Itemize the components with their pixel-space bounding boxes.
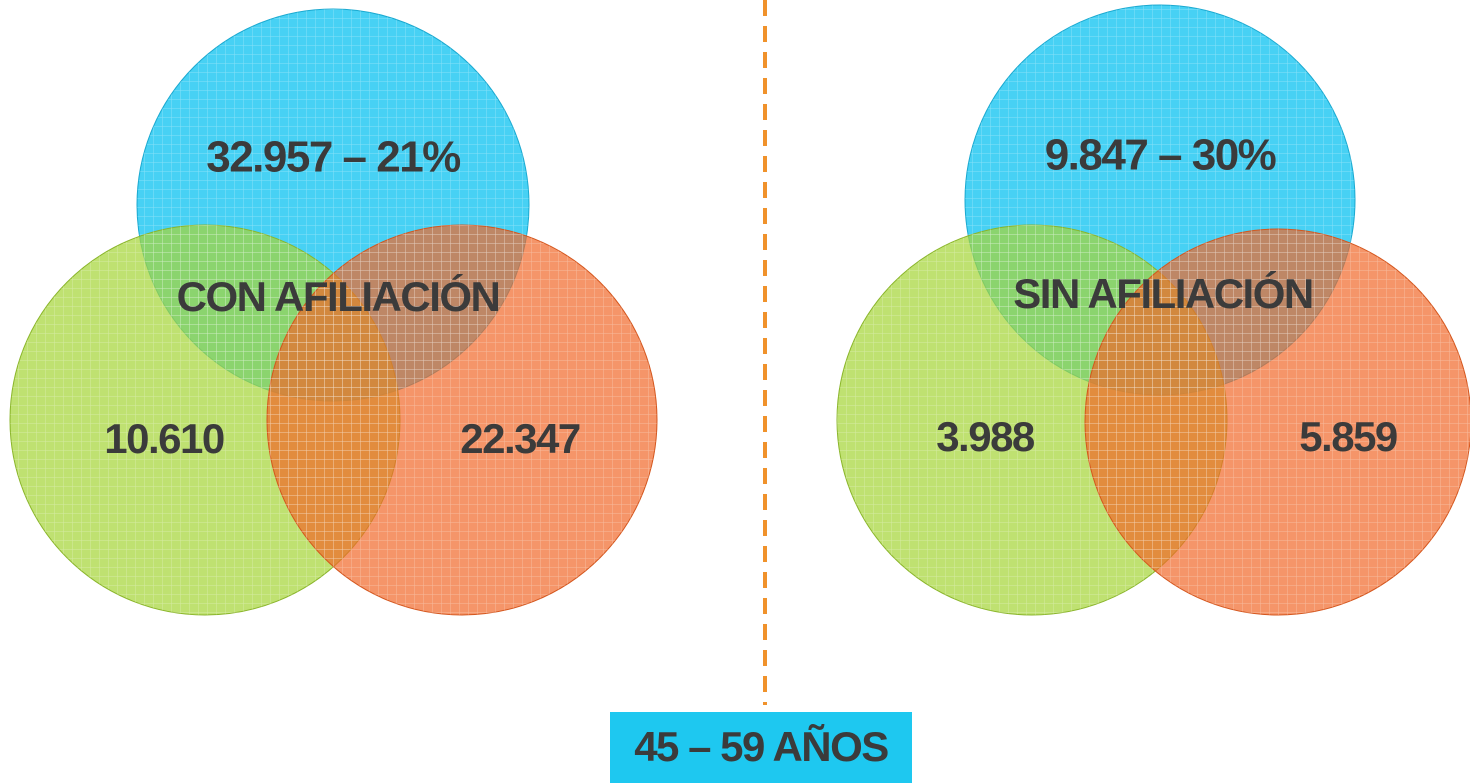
footer-label: 45 – 59 AÑOS [634, 723, 888, 770]
venn-right: 9.847 – 30% SIN AFILIACIÓN 3.988 5.859 [836, 4, 1470, 616]
center-label: SIN AFILIACIÓN [1013, 269, 1312, 317]
left-value: 10.610 [104, 415, 224, 462]
right-value: 5.859 [1299, 413, 1397, 460]
left-value: 3.988 [936, 413, 1035, 460]
footer-box [610, 712, 912, 783]
top-label: 32.957 – 21% [206, 133, 460, 182]
grid-overlay [267, 225, 657, 615]
right-value: 22.347 [460, 415, 580, 462]
grid-overlay [1085, 229, 1470, 615]
top-label: 9.847 – 30% [1045, 131, 1276, 180]
center-label: CON AFILIACIÓN [177, 272, 500, 320]
venn-left: 32.957 – 21% CON AFILIACIÓN 10.610 22.34… [9, 8, 658, 616]
